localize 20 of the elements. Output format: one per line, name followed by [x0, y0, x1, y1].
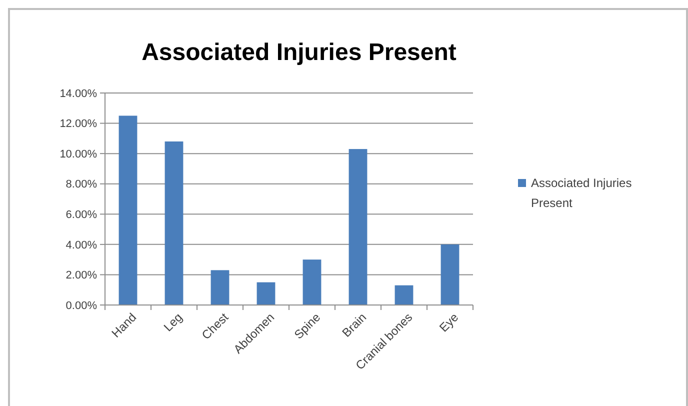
- y-tick-label: 8.00%: [66, 178, 98, 191]
- bar: [302, 260, 322, 305]
- y-tick-label: 12.00%: [60, 118, 98, 130]
- chart-title: Associated Injuries Present: [142, 39, 456, 66]
- bar: [394, 285, 414, 305]
- legend-label: Associated Injuries Present: [531, 176, 632, 210]
- x-tick-label: Leg: [161, 310, 186, 334]
- y-tick-label: 10.00%: [60, 148, 98, 160]
- x-tick-label: Eye: [436, 310, 462, 335]
- y-tick-label: 14.00%: [60, 88, 98, 100]
- bar: [164, 141, 184, 305]
- y-tick-label: 0.00%: [66, 300, 98, 312]
- y-tick-label: 4.00%: [66, 239, 98, 252]
- bar: [210, 270, 230, 305]
- bar: [256, 282, 276, 305]
- bar: [118, 116, 138, 305]
- bar: [440, 244, 460, 305]
- bar: [348, 149, 368, 305]
- y-tick-label: 6.00%: [66, 208, 98, 221]
- y-tick-label: 2.00%: [66, 270, 98, 282]
